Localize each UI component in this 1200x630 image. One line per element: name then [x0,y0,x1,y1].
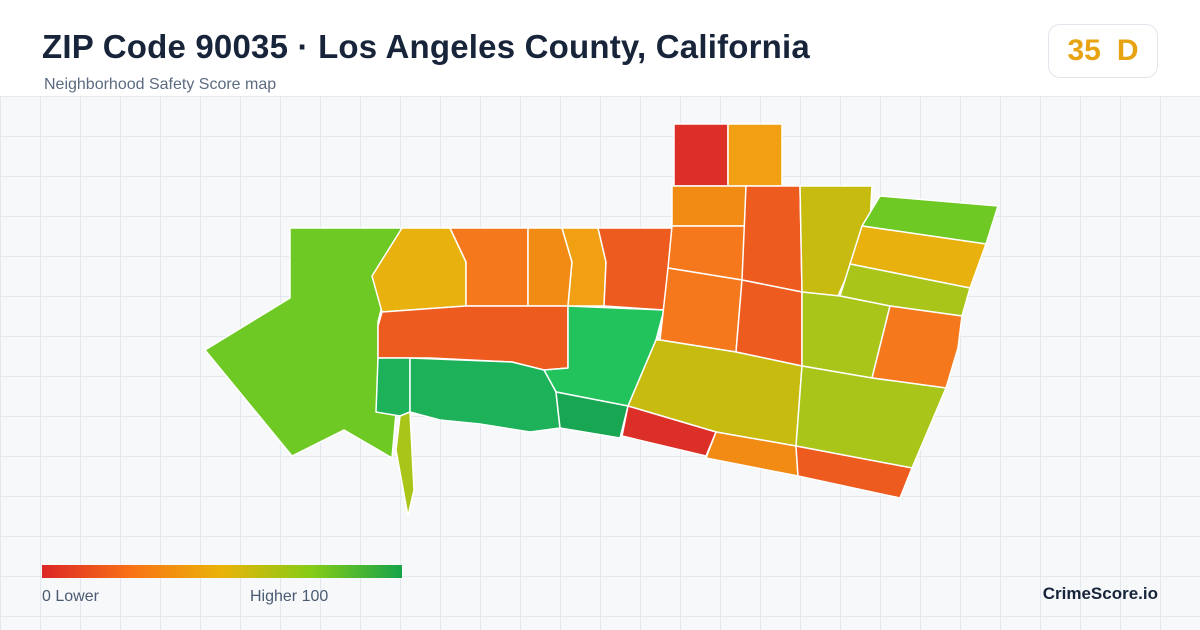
score-badge: 35 D [1048,24,1158,78]
map-region[interactable] [735,279,803,367]
legend-color-scale [42,565,402,578]
map-region[interactable] [659,267,743,353]
brand-label: CrimeScore.io [1042,584,1158,603]
map-region[interactable] [673,123,729,187]
legend-high-label: Higher 100 [250,588,329,605]
map-region[interactable] [795,445,913,499]
page-title: ZIP Code 90035 · Los Angeles County, Cal… [42,28,810,65]
map-region[interactable] [671,185,747,227]
map-region[interactable] [741,185,803,293]
map-region[interactable] [204,227,403,459]
page-subtitle: Neighborhood Safety Score map [44,76,277,93]
map-region[interactable] [871,305,963,389]
map-region[interactable] [597,227,673,311]
map-region[interactable] [409,357,561,433]
map-region[interactable] [727,123,783,187]
map-region[interactable] [375,357,411,417]
score-value: 35 [1067,34,1101,67]
map-region[interactable] [555,391,629,439]
map-region[interactable] [795,365,947,469]
legend-low-label: 0 Lower [42,588,99,605]
header: ZIP Code 90035 · Los Angeles County, Cal… [0,0,1200,97]
map-region[interactable] [395,411,415,517]
score-grade: D [1116,34,1139,67]
